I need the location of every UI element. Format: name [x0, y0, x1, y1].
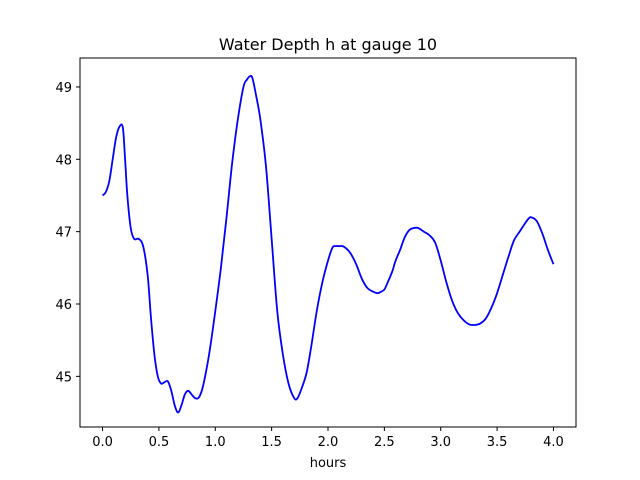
y-tick-label: 47	[55, 226, 72, 241]
x-tick-label: 4.0	[543, 435, 564, 450]
x-axis-label: hours	[310, 456, 347, 471]
y-tick-label: 49	[55, 81, 72, 96]
x-tick-label: 3.5	[487, 435, 508, 450]
series-line	[101, 74, 555, 414]
x-tick-label: 0.5	[149, 435, 170, 450]
y-axis: 45 46 47 48 49	[55, 81, 80, 385]
x-tick-label: 2.0	[318, 435, 339, 450]
y-tick-label: 46	[55, 298, 72, 313]
x-axis: 0.0 0.5 1.0 1.5 2.0 2.5 3.0 3.5 4.0	[92, 427, 564, 450]
y-tick-label: 45	[55, 370, 72, 385]
chart-title: Water Depth h at gauge 10	[219, 35, 437, 54]
x-tick-label: 1.5	[261, 435, 282, 450]
x-tick-label: 1.0	[205, 435, 226, 450]
plot-area	[101, 74, 555, 414]
y-tick-label: 48	[55, 153, 72, 168]
x-tick-label: 2.5	[374, 435, 395, 450]
x-tick-label: 3.0	[430, 435, 451, 450]
x-tick-label: 0.0	[92, 435, 113, 450]
